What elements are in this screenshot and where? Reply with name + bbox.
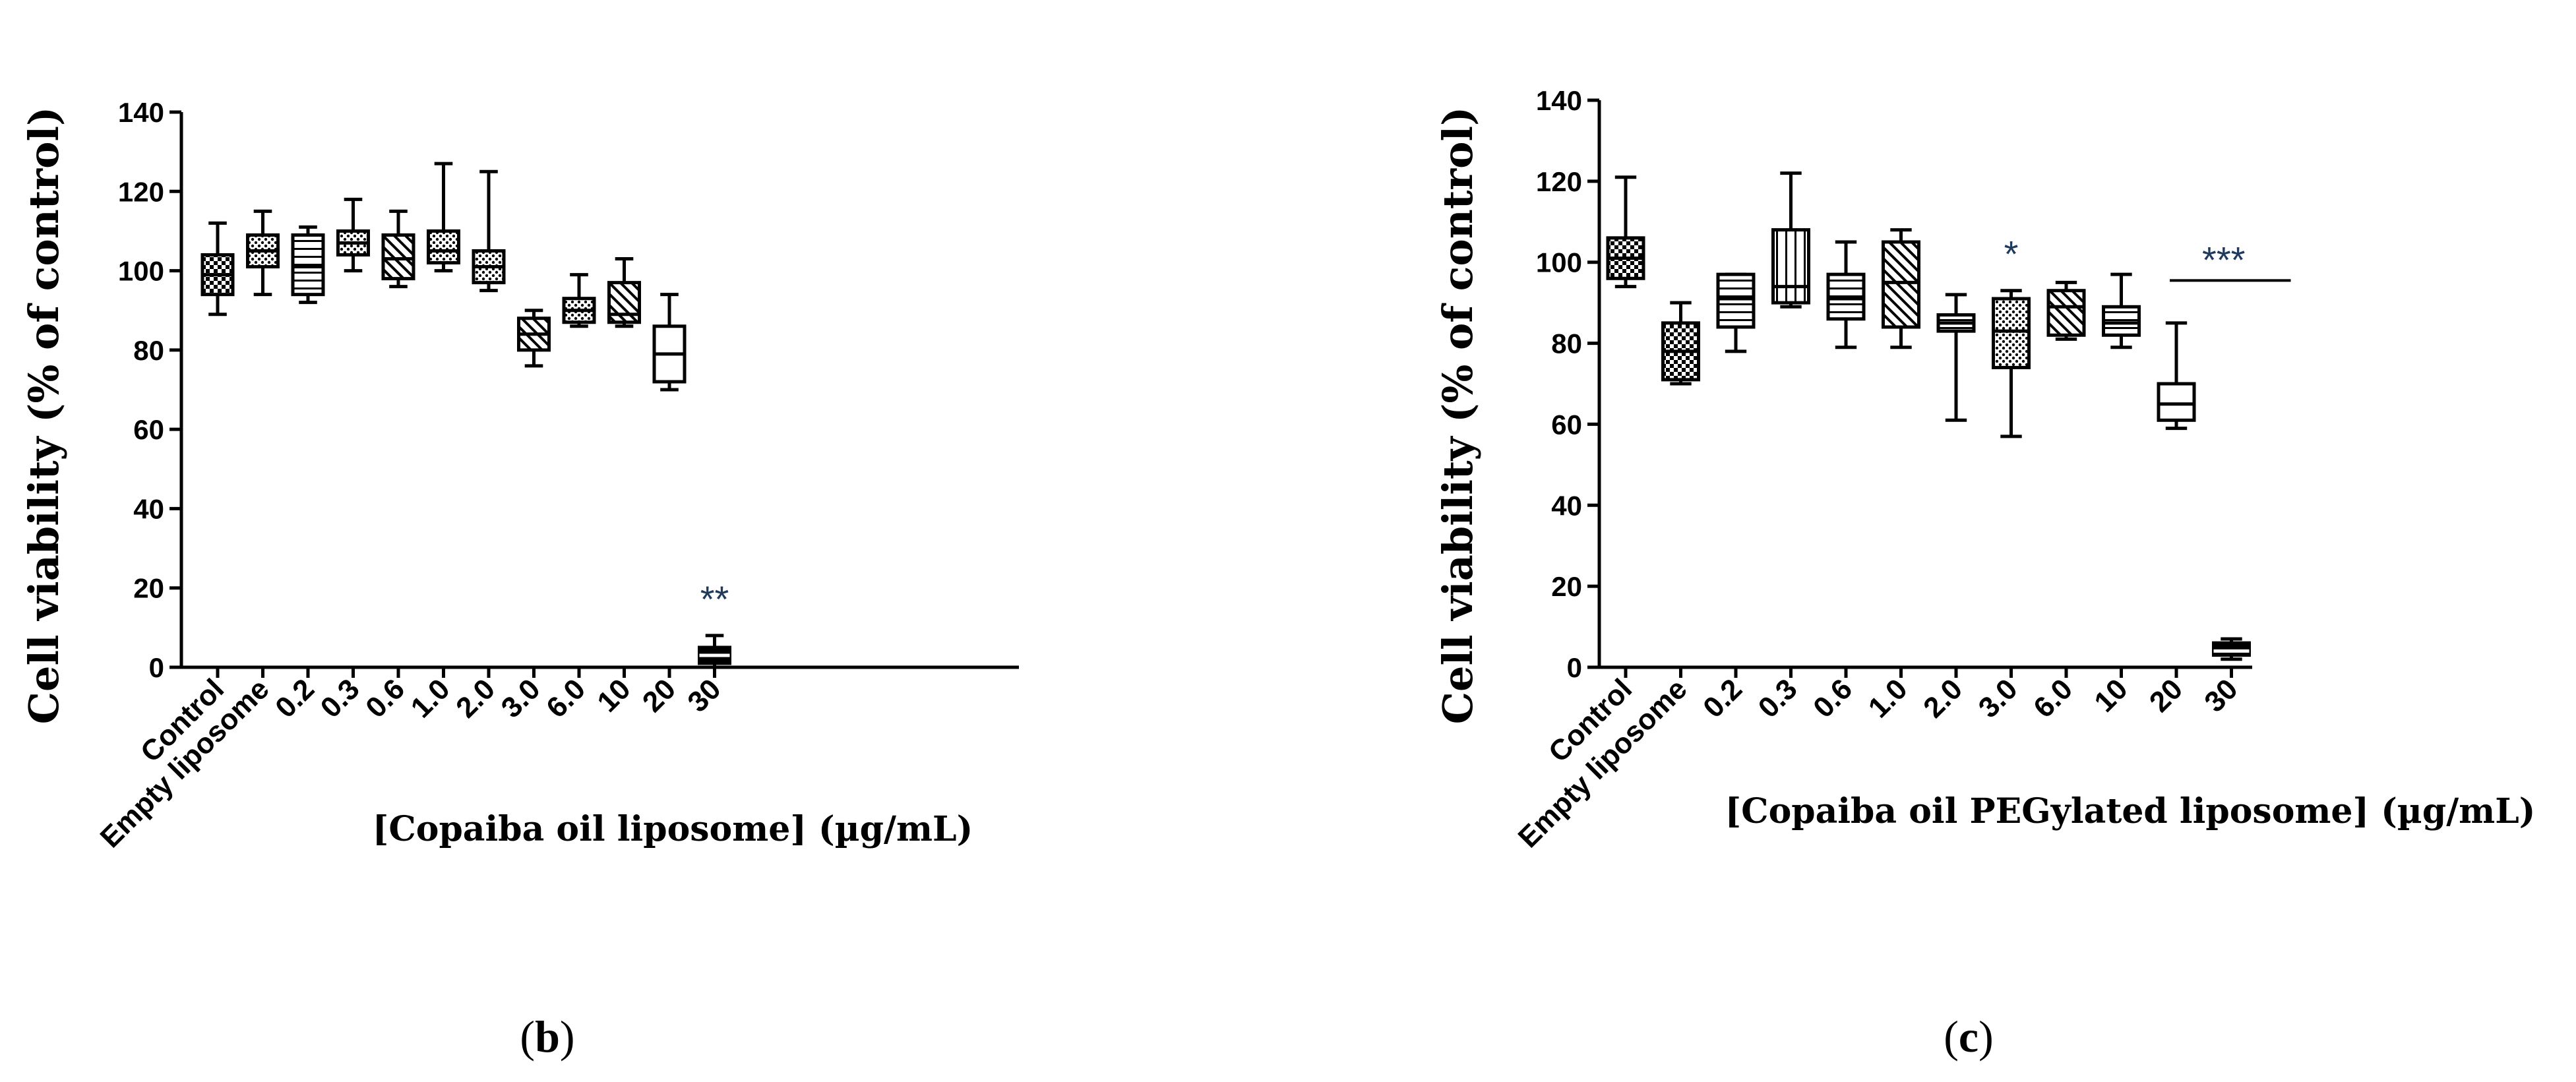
box-plot-30 — [698, 634, 731, 669]
box-plot-6.0 — [2046, 280, 2086, 341]
box-plot-0.3 — [336, 197, 370, 273]
box-plot-10 — [2102, 272, 2141, 349]
box-plot-empty-liposome — [1661, 301, 1700, 386]
y-tick-label: 140 — [118, 97, 164, 128]
box — [427, 229, 460, 265]
box — [1716, 272, 1756, 329]
y-axis: 0 20 40 60 80 100 120 140 — [1536, 85, 1601, 683]
panel-label: (c) — [1944, 1011, 1994, 1062]
y-tick-label: 20 — [133, 573, 164, 604]
x-tick-label: 0.2 — [1697, 673, 1748, 724]
box-series — [200, 162, 731, 669]
y-tick-label: 20 — [1551, 571, 1582, 602]
box-plot-0.3 — [1771, 171, 1810, 309]
significance-annotations: ** — [700, 578, 729, 620]
x-tick-label: 10 — [591, 673, 636, 718]
box — [607, 281, 641, 324]
box-plot-20 — [2157, 321, 2196, 431]
y-axis-title: Cell viability (% of control) — [20, 107, 68, 725]
box-plot-0.6 — [1826, 240, 1866, 349]
box — [1771, 228, 1810, 305]
x-tick-label: 0.6 — [359, 673, 411, 724]
box-plot-0.2 — [291, 225, 325, 305]
x-tick-label: 0.6 — [1807, 673, 1858, 724]
y-axis-title: Cell viability (% of control) — [1434, 107, 1482, 725]
box-plot-2.0 — [1936, 293, 1976, 422]
box — [381, 233, 415, 281]
panel-label: (b) — [520, 1011, 574, 1062]
x-tick-label: 3.0 — [1973, 673, 2024, 724]
box — [291, 233, 325, 297]
box-plot-control — [200, 221, 235, 316]
box-series — [1606, 171, 2251, 661]
box-plot-6.0 — [562, 273, 596, 328]
panel-label-letter: b — [535, 1011, 560, 1062]
x-tick-label: 0.3 — [315, 673, 366, 724]
box — [1826, 272, 1866, 321]
x-tick-label: 2.0 — [1917, 673, 1969, 724]
box-plot-3.0 — [517, 309, 551, 368]
box — [1882, 240, 1920, 329]
x-tick-label: 30 — [681, 673, 727, 718]
x-tick-label: 20 — [2143, 673, 2189, 718]
box-plot-20 — [652, 293, 687, 392]
x-tick-label: 1.0 — [1862, 673, 1914, 724]
box-plot-2.0 — [472, 169, 506, 293]
box-plot-0.2 — [1716, 272, 1756, 353]
box-plot-30 — [2212, 637, 2251, 661]
x-tick-label: 20 — [636, 673, 682, 718]
box-plot-empty-liposome — [246, 209, 280, 297]
box-plot-1.0 — [1882, 228, 1920, 349]
x-tick-label: 3.0 — [495, 673, 547, 724]
box-plot-10 — [607, 257, 641, 328]
x-tick-label: 6.0 — [540, 673, 592, 724]
chart-panel-b: Cell viability (% of control) 0 20 40 60 80 1… — [20, 97, 1019, 1062]
significance-marker: *** — [2202, 239, 2245, 280]
y-tick-label: 140 — [1536, 85, 1582, 116]
y-tick-label: 0 — [149, 652, 164, 683]
y-tick-label: 60 — [133, 414, 164, 445]
box — [1992, 297, 2031, 369]
x-tick-label: 10 — [2088, 673, 2133, 718]
box — [2102, 305, 2141, 337]
y-axis: 0 20 40 60 80 100 120 140 — [118, 97, 183, 683]
panel-label-letter: c — [1959, 1011, 1978, 1062]
chart-panel-c: Cell viability (% of control) 0 20 40 60 80 1… — [1434, 85, 2535, 1062]
box-plot-control — [1606, 175, 1645, 289]
y-tick-label: 120 — [118, 176, 164, 207]
box-plot-3.0 — [1992, 289, 2031, 438]
y-tick-label: 40 — [1551, 490, 1582, 521]
y-tick-label: 60 — [1551, 409, 1582, 440]
x-axis-title: [Copaiba oil liposome] (µg/mL) — [373, 809, 973, 849]
box — [2046, 289, 2086, 337]
y-tick-label: 0 — [1567, 652, 1582, 683]
box-plot-1.0 — [427, 162, 460, 273]
x-tick-label: 0.3 — [1752, 673, 1804, 724]
y-tick-label: 100 — [1536, 247, 1582, 278]
significance-marker: ** — [700, 578, 729, 620]
y-tick-label: 80 — [133, 335, 164, 366]
y-tick-label: 80 — [1551, 328, 1582, 359]
y-tick-label: 100 — [118, 256, 164, 287]
x-tick-label: 30 — [2198, 673, 2244, 718]
y-tick-label: 40 — [133, 493, 164, 524]
x-tick-label: 1.0 — [405, 673, 456, 724]
x-tick-label: 2.0 — [450, 673, 501, 724]
x-tick-label: 6.0 — [2027, 673, 2079, 724]
significance-annotations: * *** — [2004, 233, 2291, 282]
y-tick-label: 120 — [1536, 166, 1582, 197]
box — [2212, 641, 2251, 657]
significance-marker: * — [2004, 233, 2019, 275]
box-plot-0.6 — [381, 209, 415, 289]
x-axis-title: [Copaiba oil PEGylated liposome] (µg/mL) — [1725, 791, 2536, 831]
box — [2157, 382, 2196, 422]
x-tick-label: 0.2 — [269, 673, 321, 724]
